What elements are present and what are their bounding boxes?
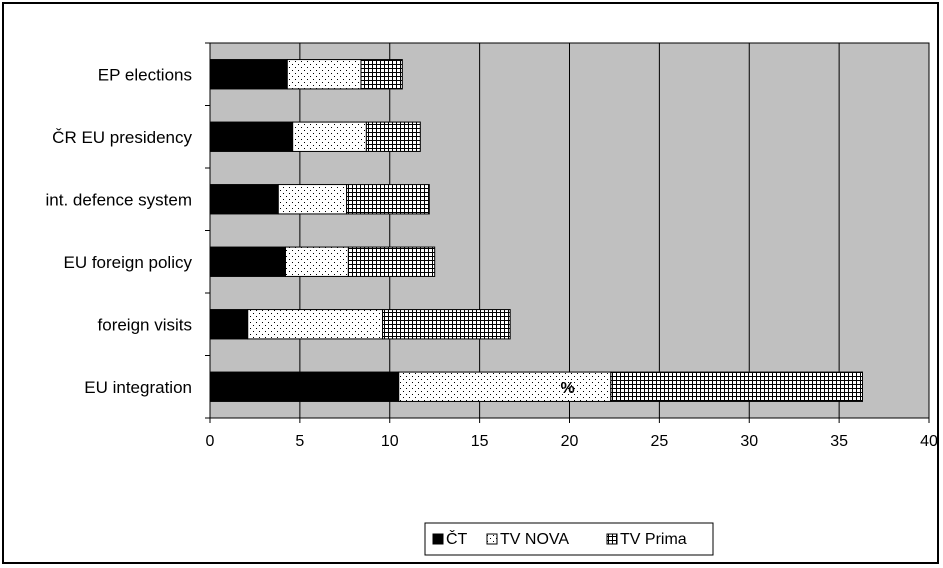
bar-segment xyxy=(209,184,279,215)
bar-segment xyxy=(209,121,294,152)
legend-swatch xyxy=(486,533,498,545)
x-tick-label: 0 xyxy=(206,433,215,450)
bar-segment xyxy=(277,184,348,215)
gridlines xyxy=(299,43,840,418)
category-label: EU integration xyxy=(84,378,192,397)
bar-segment xyxy=(610,371,863,402)
category-label: foreign visits xyxy=(98,315,192,334)
x-tick-label: 35 xyxy=(830,433,848,450)
category-label: EP elections xyxy=(98,65,192,84)
legend-swatch xyxy=(432,533,444,545)
legend-swatch xyxy=(606,533,618,545)
bar-segment xyxy=(209,309,249,340)
bar-segment xyxy=(209,59,288,90)
x-tick-labels: 0 5 10 15 20 25 30 35 40 xyxy=(206,433,938,450)
category-label: int. defence system xyxy=(46,190,192,209)
legend: ČT TV NOVA TV Prima xyxy=(424,522,714,556)
category-label: EU foreign policy xyxy=(63,253,192,272)
legend-box xyxy=(424,522,714,556)
bar-segment xyxy=(209,371,400,402)
bar-segment xyxy=(382,309,511,340)
axes xyxy=(205,42,930,423)
x-tick-label: 30 xyxy=(740,433,758,450)
x-tick-label: 10 xyxy=(381,433,399,450)
category-labels: EP elections ČR EU presidency int. defence… xyxy=(46,65,193,397)
x-tick-label: 5 xyxy=(295,433,304,450)
legend-label: TV NOVA xyxy=(500,531,569,548)
bar-segment xyxy=(365,121,421,152)
bar-segment xyxy=(346,184,430,215)
legend-label: TV Prima xyxy=(620,531,687,548)
percent-annotation: % xyxy=(561,380,575,397)
bar-segment xyxy=(360,59,403,90)
bars xyxy=(209,59,863,402)
x-tick-label: 15 xyxy=(471,433,489,450)
bar-segment xyxy=(398,371,612,402)
x-tick-label: 25 xyxy=(650,433,668,450)
x-tick-label: 40 xyxy=(920,433,938,450)
bar-segment xyxy=(292,121,367,152)
legend-label: ČT xyxy=(446,529,468,548)
bar-segment xyxy=(209,246,286,277)
bar-segment xyxy=(347,246,436,277)
category-label: ČR EU presidency xyxy=(52,128,192,147)
bar-segment xyxy=(247,309,384,340)
bar-segment xyxy=(284,246,349,277)
bar-segment xyxy=(286,59,362,90)
x-tick-label: 20 xyxy=(561,433,579,450)
